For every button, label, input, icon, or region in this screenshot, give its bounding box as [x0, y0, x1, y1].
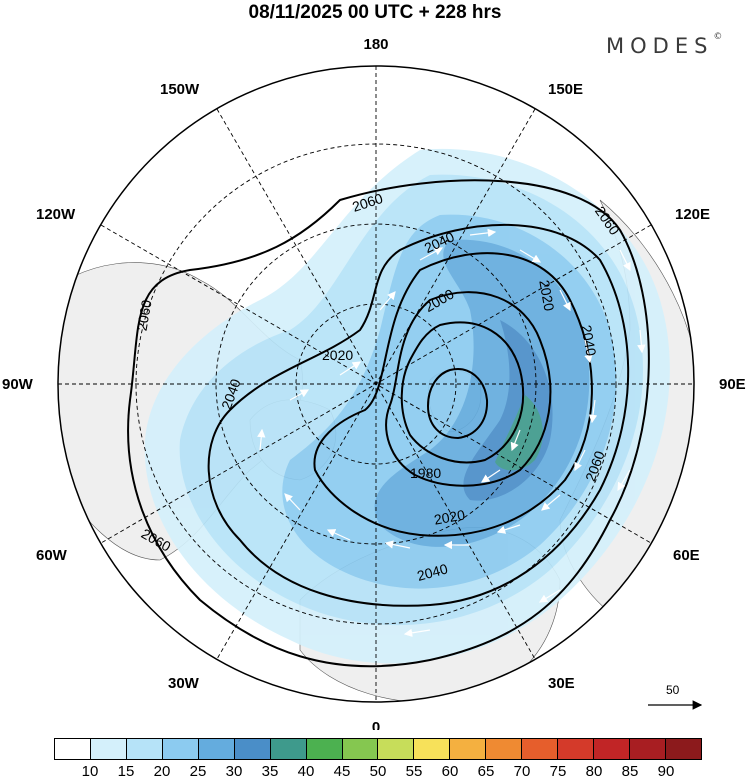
lon-label-0: 0 — [372, 719, 380, 730]
lon-label-150w: 150W — [160, 81, 200, 98]
colorbar-cell — [342, 739, 379, 759]
contour-label: 2040 — [415, 560, 449, 584]
wind-vector — [419, 247, 444, 261]
wind-vector — [541, 494, 561, 511]
latitude-circle-80 — [295, 303, 457, 465]
lon-label-90w: 90W — [2, 376, 34, 393]
colorbar-cell — [450, 739, 487, 759]
colorbar — [54, 738, 702, 760]
colorbar-tick-label: 40 — [297, 763, 315, 780]
lon-label-60w: 60W — [36, 547, 68, 564]
colorbar-tick-label: 35 — [261, 763, 279, 780]
lon-label-30e: 30E — [548, 675, 575, 692]
colorbar-ticks: 10 15 20 25 30 35 40 45 50 55 60 65 70 75 80 85 90 — [54, 763, 702, 781]
colorbar-cell — [486, 739, 523, 759]
lon-label-90e: 90E — [719, 376, 746, 393]
colorbar-tick-label: 75 — [549, 763, 567, 780]
colorbar-tick-label: 80 — [585, 763, 603, 780]
wind-vector — [574, 449, 586, 472]
contour-label: 2060 — [134, 298, 155, 332]
brand-name: MODES — [606, 34, 714, 58]
wind-vector — [257, 428, 266, 451]
wind-vector — [510, 429, 521, 452]
colorbar-cell — [306, 739, 343, 759]
lon-label-60e: 60E — [673, 547, 700, 564]
wind-vector — [384, 540, 411, 549]
colorbar-tick-label: 30 — [225, 763, 243, 780]
wind-vector — [617, 469, 631, 492]
contour-2000 — [385, 291, 552, 487]
colorbar-cell — [270, 739, 307, 759]
wind-vector — [481, 469, 501, 483]
colorbar-cell — [665, 739, 701, 759]
wind-vector — [403, 628, 431, 638]
wind-vector — [379, 291, 396, 311]
wind-vector — [588, 399, 598, 424]
brand-logo: MODES© — [606, 32, 723, 58]
colorbar-tick-label: 60 — [441, 763, 459, 780]
brand-mark: © — [713, 32, 723, 42]
colorbar-tick-label: 15 — [117, 763, 135, 780]
wind-vector — [637, 329, 646, 354]
map-boundary — [57, 65, 695, 703]
colorbar-tick-label: 25 — [189, 763, 207, 780]
contour-label: 2020 — [433, 506, 467, 527]
shade-30 — [374, 239, 590, 547]
colorbar-cell — [198, 739, 235, 759]
colorbar-cell — [522, 739, 559, 759]
wind-vector — [538, 589, 561, 603]
colorbar-cell — [594, 739, 630, 759]
contour-label: 2040 — [578, 324, 599, 358]
map-title: 08/11/2025 00 UTC + 228 hrs — [248, 2, 502, 23]
lon-label-120w: 120W — [36, 206, 76, 223]
wind-vector — [619, 249, 631, 272]
colorbar-tick-label: 70 — [513, 763, 531, 780]
contour-2040 — [207, 223, 630, 607]
colorbar-tick-label: 10 — [81, 763, 99, 780]
lon-label-150e: 150E — [548, 81, 583, 98]
wind-vector — [519, 249, 542, 263]
meridian-120e-60w — [100, 224, 652, 544]
contour-label: 1980 — [410, 465, 441, 481]
lon-label-120e: 120E — [675, 206, 710, 223]
wind-vector — [326, 529, 351, 541]
colorbar-tick-label: 50 — [369, 763, 387, 780]
wind-vector — [496, 524, 521, 534]
lon-label-180: 180 — [363, 36, 388, 53]
contour-label: 2020 — [536, 279, 557, 313]
wind-vector — [559, 289, 571, 312]
colorbar-tick-label: 90 — [657, 763, 675, 780]
colorbar-cell — [558, 739, 595, 759]
contour-label: 2020 — [322, 347, 353, 363]
graticule — [58, 66, 694, 702]
colorbar-cell — [90, 739, 127, 759]
polar-map: 2060 2060 2060 2060 2060 2040 2040 2040 … — [2, 36, 746, 730]
colorbar-cell — [414, 739, 451, 759]
wind-vector — [584, 339, 593, 364]
contour-2020 — [313, 252, 593, 537]
colorbar-cell — [378, 739, 415, 759]
wind-vector — [284, 493, 301, 511]
colorbar-tick-label: 85 — [621, 763, 639, 780]
contour-1980 — [400, 321, 525, 464]
longitude-labels: 180 0 90W 90E 150W 120W 150E 120E 60W 30… — [2, 36, 746, 730]
colorbar-tick-label: 55 — [405, 763, 423, 780]
colorbar-cell — [234, 739, 271, 759]
colorbar-cell — [55, 739, 91, 759]
lon-label-30w: 30W — [168, 675, 200, 692]
contour-2060 — [127, 179, 650, 668]
wind-vectors — [257, 228, 646, 638]
wind-vector — [469, 228, 497, 238]
colorbar-tick-label: 20 — [153, 763, 171, 780]
colorbar-cell — [630, 739, 666, 759]
colorbar-cell — [162, 739, 199, 759]
colorbar-cell — [126, 739, 163, 759]
colorbar-tick-label: 45 — [333, 763, 351, 780]
wind-vector — [339, 361, 362, 376]
height-contours — [127, 179, 650, 668]
wind-vector — [289, 389, 310, 401]
colorbar-tick-label: 65 — [477, 763, 495, 780]
reference-vector-label: 50 — [666, 683, 680, 697]
contour-1960 — [426, 368, 489, 440]
